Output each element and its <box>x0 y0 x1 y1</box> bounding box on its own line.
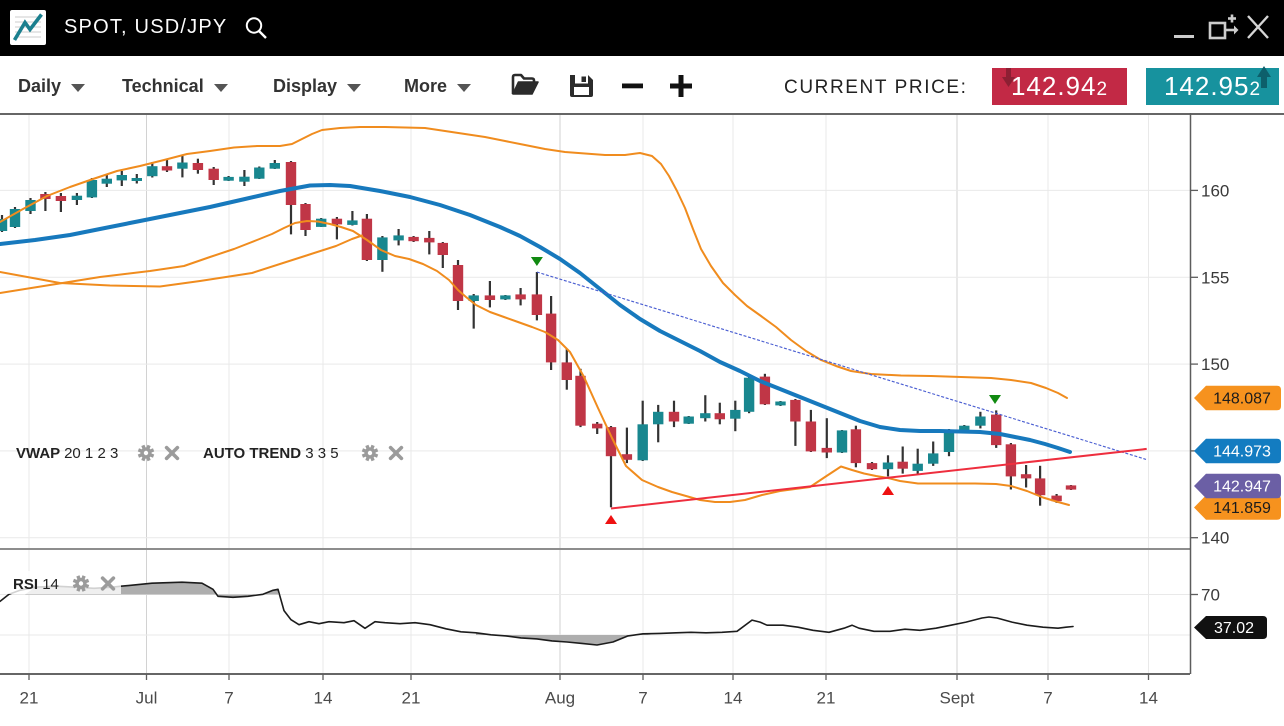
svg-text:160: 160 <box>1201 181 1229 200</box>
svg-text:155: 155 <box>1201 268 1229 287</box>
svg-text:14: 14 <box>1139 689 1158 708</box>
svg-text:Aug: Aug <box>545 689 575 708</box>
svg-text:RSI 14: RSI 14 <box>13 576 59 593</box>
svg-text:7: 7 <box>224 689 233 708</box>
svg-text:14: 14 <box>724 689 743 708</box>
svg-text:148.087: 148.087 <box>1213 391 1271 408</box>
svg-text:37.02: 37.02 <box>1214 620 1254 637</box>
svg-text:21: 21 <box>20 689 39 708</box>
svg-text:AUTO TREND 3 3 5: AUTO TREND 3 3 5 <box>203 445 339 462</box>
svg-text:141.859: 141.859 <box>1213 500 1271 517</box>
svg-text:70: 70 <box>1201 586 1220 605</box>
svg-text:Jul: Jul <box>136 689 158 708</box>
svg-text:14: 14 <box>314 689 333 708</box>
svg-text:140: 140 <box>1201 529 1229 548</box>
svg-text:144.973: 144.973 <box>1213 444 1271 461</box>
svg-text:VWAP 20 1 2 3: VWAP 20 1 2 3 <box>16 445 118 462</box>
svg-text:21: 21 <box>817 689 836 708</box>
svg-text:Sept: Sept <box>940 689 975 708</box>
svg-text:142.947: 142.947 <box>1213 479 1271 496</box>
svg-text:150: 150 <box>1201 355 1229 374</box>
svg-text:21: 21 <box>402 689 421 708</box>
svg-text:7: 7 <box>1043 689 1052 708</box>
svg-text:7: 7 <box>638 689 647 708</box>
